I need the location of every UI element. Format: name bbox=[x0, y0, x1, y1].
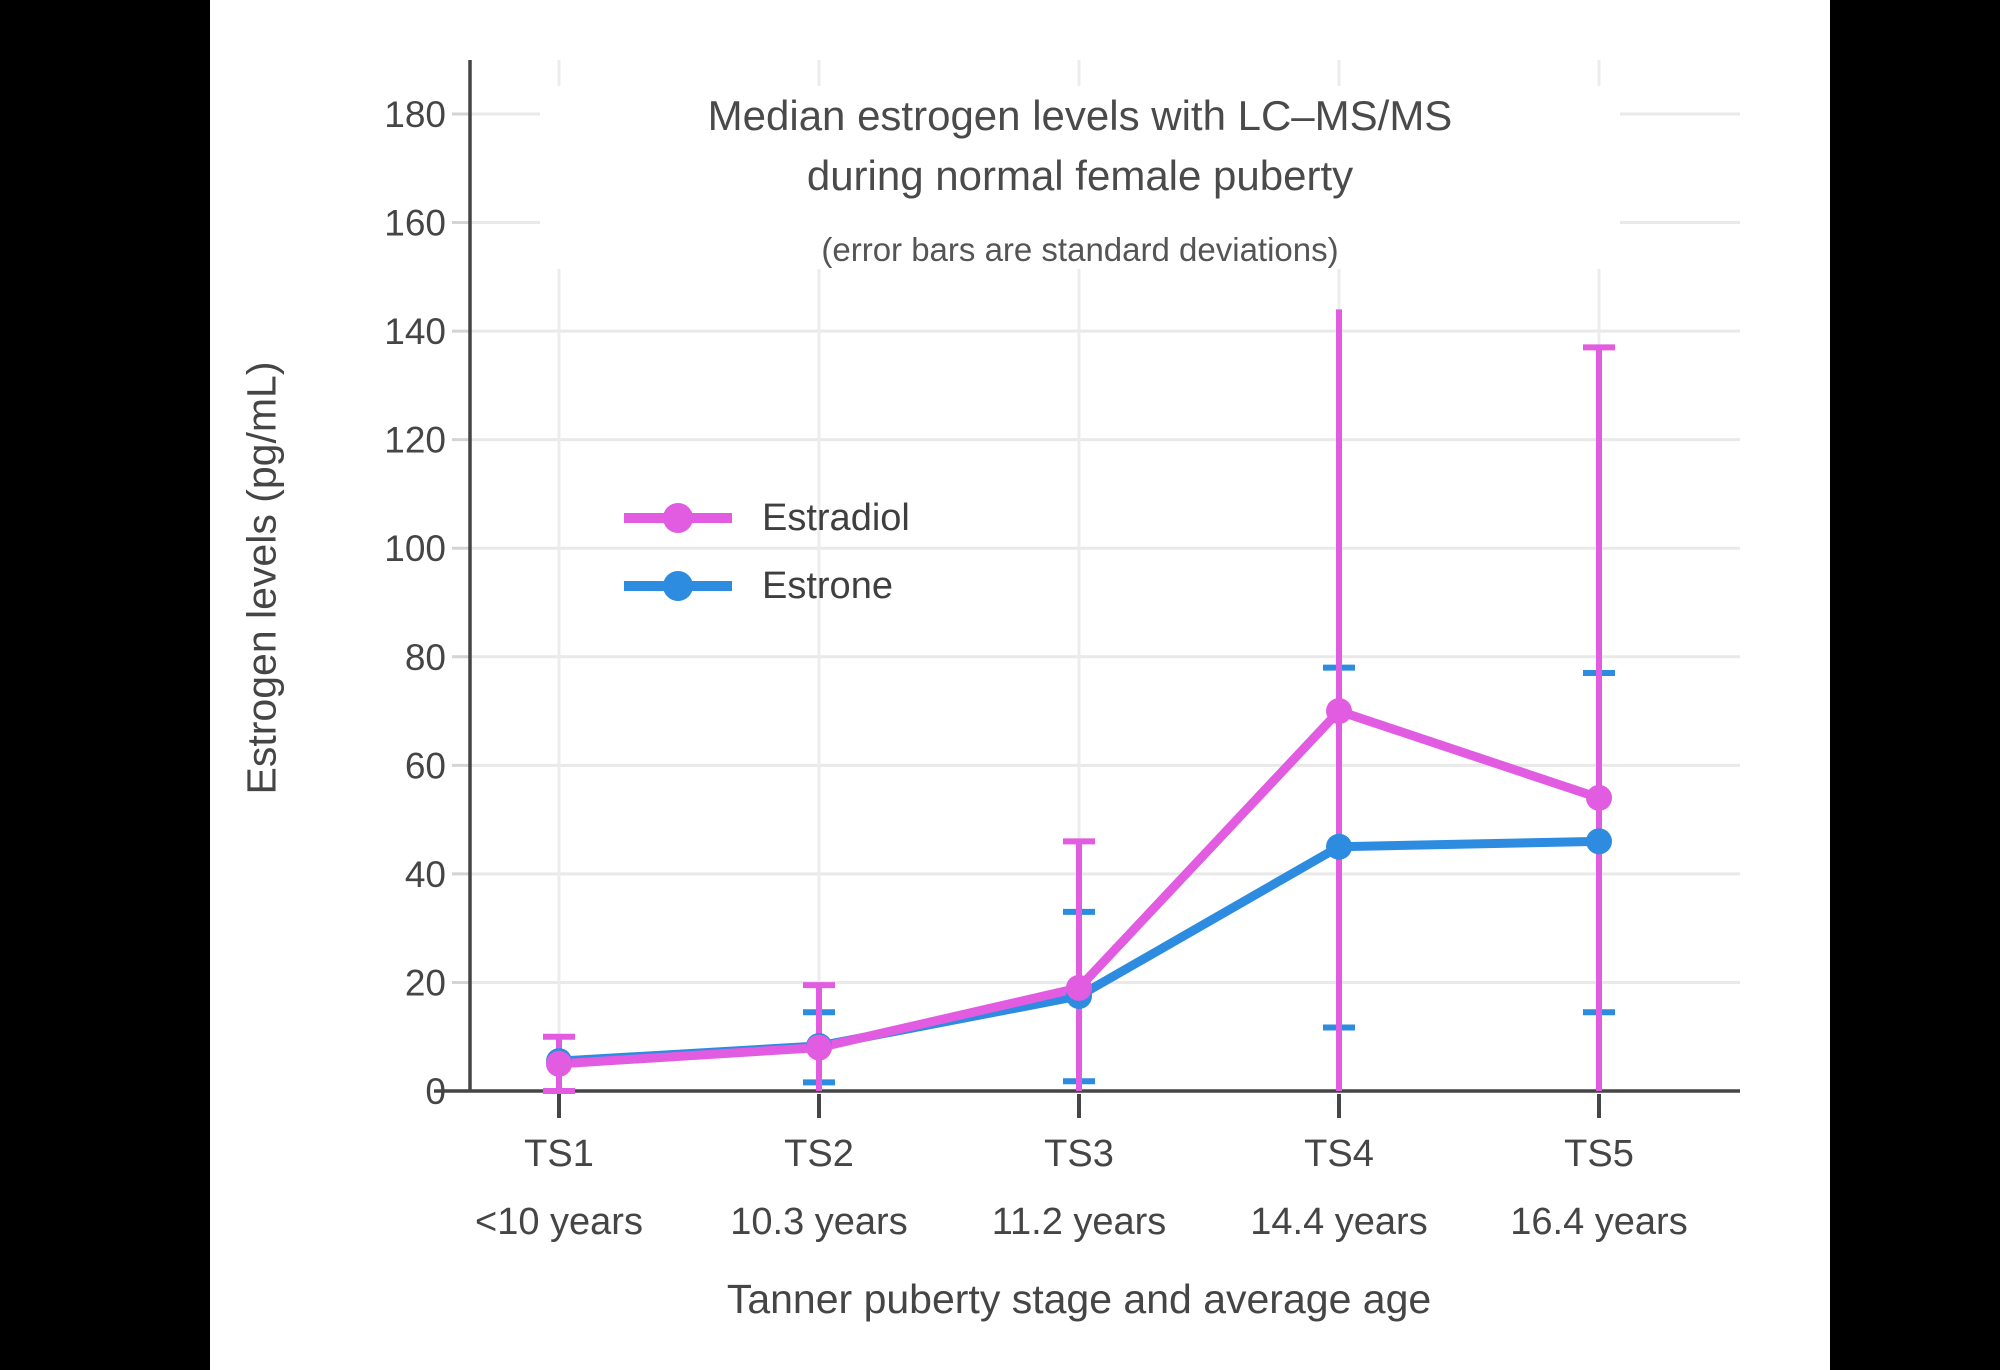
y-tick-label: 80 bbox=[405, 637, 446, 678]
data-point-marker-estradiol bbox=[1326, 698, 1352, 725]
legend-row-estradiol: Estradiol bbox=[622, 496, 910, 540]
x-axis-title: Tanner puberty stage and average age bbox=[726, 1276, 1432, 1322]
letterbox-left bbox=[0, 0, 210, 1370]
legend-swatch-icon bbox=[624, 503, 732, 533]
y-tick-label: 100 bbox=[384, 528, 446, 569]
chart-subtitle: (error bars are standard deviations) bbox=[821, 231, 1339, 269]
chart-canvas: 0 20 40 60 80 100 120 140 160 180 TS1 <10 years TS2 1… bbox=[210, 0, 1830, 1370]
category-age-label: 11.2 years bbox=[992, 1201, 1167, 1243]
data-point-marker-estradiol bbox=[806, 1034, 832, 1061]
category-label: TS2 bbox=[784, 1133, 854, 1175]
chart-title-line2: during normal female puberty bbox=[806, 151, 1354, 199]
y-tick-label: 40 bbox=[405, 854, 446, 895]
category-label: TS5 bbox=[1564, 1133, 1634, 1175]
category-label: TS4 bbox=[1304, 1133, 1374, 1175]
category-age-label: 16.4 years bbox=[1510, 1201, 1687, 1243]
y-axis-title: Estrogen levels (pg/mL) bbox=[238, 361, 285, 795]
chart-title-line1: Median estrogen levels with LC–MS/MS bbox=[707, 92, 1453, 139]
data-point-marker-estradiol bbox=[1066, 974, 1092, 1001]
category-label: TS1 bbox=[524, 1133, 594, 1175]
data-point-marker-estradiol bbox=[1586, 784, 1612, 811]
y-tick-label: 120 bbox=[384, 420, 446, 461]
legend-swatch-icon bbox=[624, 571, 732, 601]
y-tick-label: 60 bbox=[405, 745, 446, 786]
legend-row-estrone: Estrone bbox=[622, 564, 910, 608]
y-tick-label: 140 bbox=[384, 311, 446, 352]
legend-label: Estrone bbox=[762, 564, 893, 607]
legend: Estradiol Estrone bbox=[622, 496, 910, 608]
y-tick-label: 160 bbox=[384, 203, 446, 244]
data-point-marker-estrone bbox=[1326, 833, 1352, 860]
legend-label: Estradiol bbox=[762, 496, 910, 539]
data-point-marker-estradiol bbox=[546, 1050, 572, 1077]
data-point-marker-estrone bbox=[1586, 828, 1612, 855]
title-block: Median estrogen levels with LC–MS/MS dur… bbox=[540, 86, 1620, 270]
category-age-label: 10.3 years bbox=[730, 1201, 907, 1243]
y-tick-label: 20 bbox=[405, 962, 446, 1003]
category-age-label: <10 years bbox=[475, 1201, 643, 1243]
y-tick-label: 180 bbox=[384, 94, 446, 135]
category-age-label: 14.4 years bbox=[1250, 1201, 1427, 1243]
letterbox-right bbox=[1830, 0, 2000, 1370]
category-label: TS3 bbox=[1044, 1133, 1114, 1175]
